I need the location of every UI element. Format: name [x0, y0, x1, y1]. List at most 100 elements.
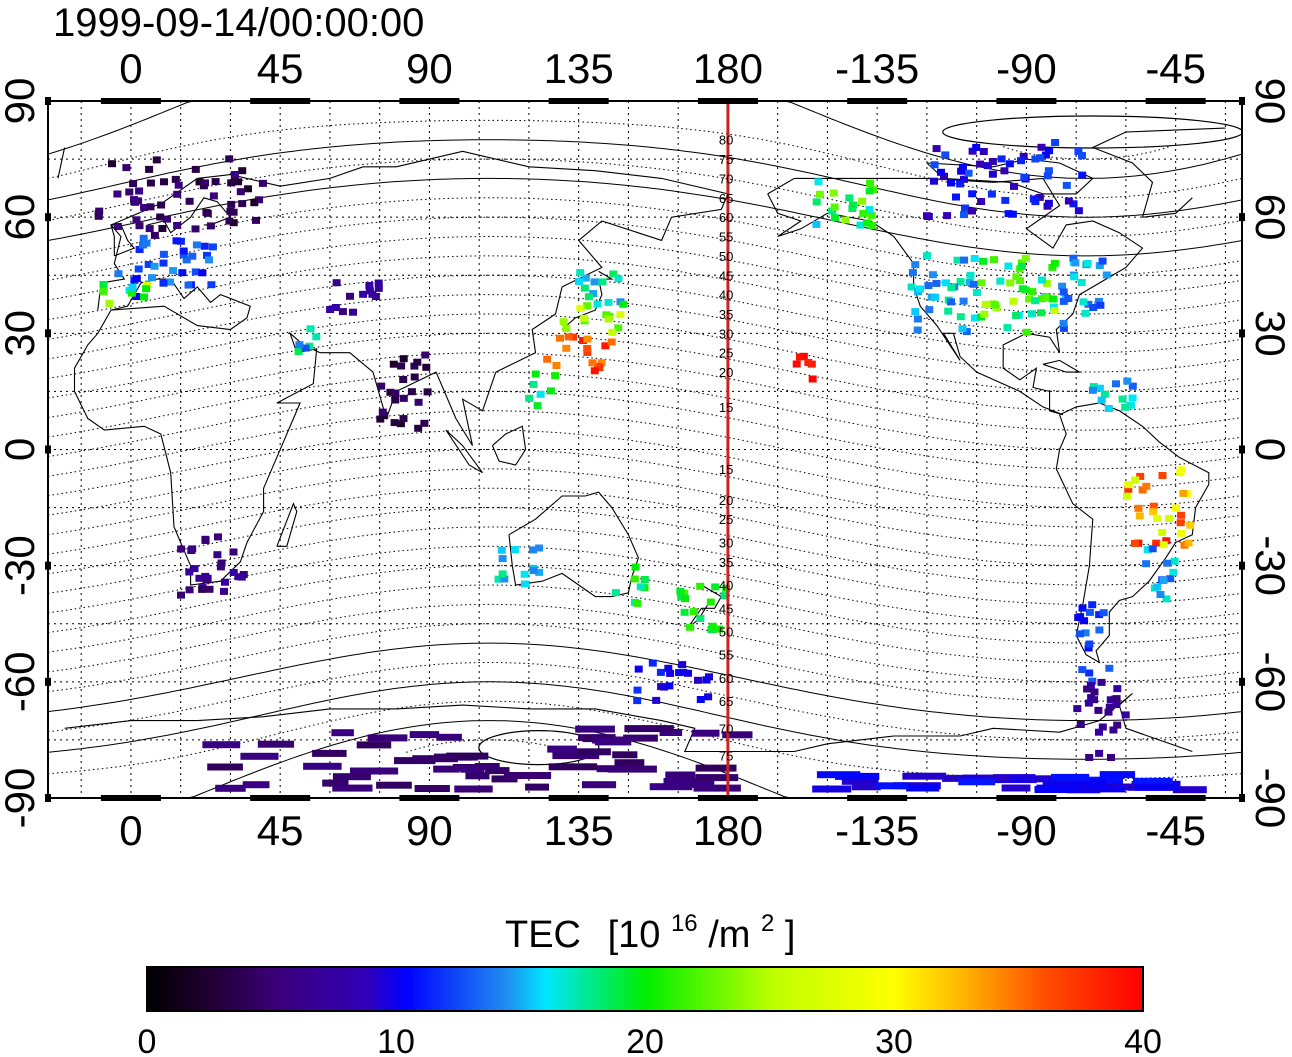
tec-cell: [1086, 682, 1095, 690]
tec-cell: [1043, 172, 1052, 180]
tec-cell: [201, 179, 209, 187]
contour-line: [1003, 146, 1170, 160]
contour-line: [48, 313, 1242, 392]
tec-cell: [1035, 193, 1044, 201]
tec-cell: [1083, 259, 1092, 267]
tec-cell: [367, 734, 408, 742]
tec-cell: [996, 277, 1005, 285]
tec-cell: [176, 237, 185, 245]
tec-cell: [135, 222, 144, 230]
tec-cell: [665, 682, 674, 690]
tec-cell: [152, 156, 161, 164]
tec-cell: [258, 179, 267, 187]
tec-cell: [295, 341, 304, 349]
colorbar-tick-label: 40: [1124, 1023, 1162, 1057]
tec-cell: [414, 398, 423, 406]
tec-cell: [1074, 614, 1083, 621]
tec-cell: [1112, 695, 1121, 703]
tec-cell: [407, 388, 416, 396]
frame-tick-bottom: [1145, 795, 1206, 801]
tec-cell: [976, 160, 985, 168]
tec-cell: [1076, 779, 1107, 787]
tec-cell: [792, 360, 801, 368]
tec-cell: [433, 765, 460, 773]
tec-cell: [569, 333, 578, 341]
tec-cell: [851, 783, 881, 791]
colorbar-unit-open: [10: [608, 914, 661, 956]
tec-cell: [132, 293, 141, 300]
tec-cell: [1163, 559, 1172, 567]
tec-cell: [947, 284, 956, 292]
tec-cell: [135, 246, 144, 253]
tec-cell: [529, 380, 538, 388]
tec-cell: [191, 225, 200, 233]
tec-cell: [421, 351, 430, 359]
frame-ticks: [45, 97, 1245, 802]
tec-cell: [704, 693, 713, 701]
tec-cell: [1020, 173, 1029, 181]
tec-cell: [227, 200, 236, 208]
tec-cell: [1051, 773, 1090, 781]
tec-cell: [830, 203, 839, 211]
contour-line: [48, 216, 1242, 296]
tec-cell: [1166, 575, 1175, 583]
tec-cell: [485, 767, 510, 775]
tec-cell: [185, 197, 194, 205]
tec-cell: [636, 583, 645, 591]
colorbar-unit-per: /m: [708, 914, 750, 956]
tec-cell: [217, 559, 226, 567]
tec-cell: [583, 335, 592, 343]
tec-cell: [1088, 601, 1097, 609]
tec-cell: [1003, 324, 1012, 332]
lat-tick-right: 90: [1247, 78, 1292, 125]
tec-cell: [1109, 726, 1118, 734]
tec-cell: [503, 772, 552, 779]
tec-cell: [598, 278, 607, 286]
tec-cell: [1078, 604, 1087, 612]
tec-cell: [991, 301, 1000, 309]
tec-cell: [1081, 629, 1090, 637]
tec-cell: [1149, 508, 1158, 516]
tec-cell: [465, 772, 490, 780]
lon-tick-top: 135: [544, 45, 614, 92]
tec-cell: [376, 415, 385, 423]
tec-cell: [128, 283, 137, 291]
tec-cell: [139, 234, 148, 242]
tec-cell: [611, 589, 620, 597]
tec-cell: [1128, 382, 1137, 390]
tec-cell: [201, 535, 210, 543]
contour-line: [48, 623, 1242, 702]
tec-cell: [1105, 664, 1114, 672]
tec-cell: [132, 275, 141, 283]
tec-cell: [932, 279, 941, 287]
contour-label: 50: [719, 624, 733, 639]
tec-cell: [346, 292, 354, 300]
tec-cell: [332, 784, 373, 792]
tec-cell: [187, 547, 196, 554]
frame-tick-top: [996, 98, 1057, 104]
tec-cell: [172, 237, 181, 245]
tec-cell: [331, 304, 340, 311]
tec-cell: [1113, 685, 1122, 693]
tec-cell: [932, 145, 941, 153]
colorbar-tick-label: 30: [875, 1023, 913, 1057]
frame-tick-right: [1239, 97, 1245, 105]
tec-cell: [159, 259, 168, 267]
contour-line: [48, 468, 1242, 547]
tec-cell: [1169, 568, 1178, 576]
tec-cell: [207, 763, 243, 771]
frame-tick-top: [847, 98, 908, 104]
tec-cell: [708, 622, 717, 630]
tec-cell: [977, 198, 986, 205]
contour-line: [48, 507, 1242, 586]
frame-tick-right: [1239, 677, 1245, 686]
tec-cell: [1064, 197, 1073, 205]
lat-tick-right: -30: [1247, 535, 1292, 596]
tec-cell: [1124, 481, 1133, 489]
tec-cell: [1084, 644, 1093, 652]
tec-cell: [192, 241, 201, 249]
tec-cell: [157, 201, 166, 209]
map-panel: 80 75 70 65 60 55 50 45 40 35 30 25 20 15 15 20 25 30 35 40…: [45, 97, 1245, 802]
tec-cell: [144, 261, 153, 268]
tec-cell: [1084, 300, 1093, 308]
